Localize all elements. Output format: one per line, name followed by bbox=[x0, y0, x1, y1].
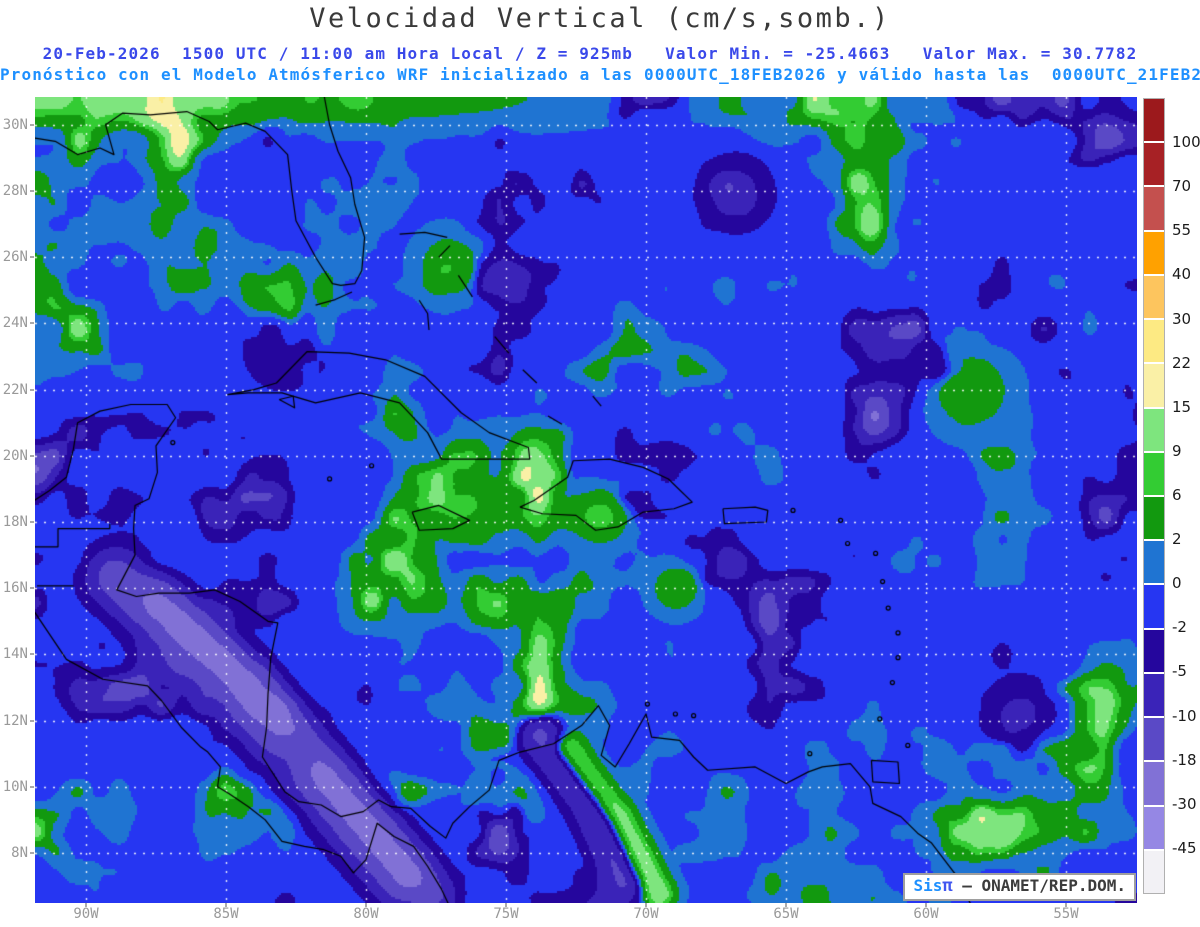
x-axis-tick-label: 65W bbox=[773, 906, 799, 922]
colorbar-segment bbox=[1144, 496, 1164, 540]
y-axis-tick-label: 26N bbox=[2, 249, 28, 266]
credit-text: – ONAMET/REP.DOM. bbox=[962, 876, 1126, 895]
colorbar-segment bbox=[1144, 275, 1164, 319]
x-axis-tick-mark bbox=[1065, 903, 1067, 907]
x-axis-tick-mark bbox=[645, 903, 647, 907]
y-axis-tick-label: 10N bbox=[2, 778, 28, 795]
pi-symbol: π bbox=[942, 876, 953, 896]
x-axis-tick-label: 75W bbox=[493, 906, 519, 922]
colorbar-segment bbox=[1144, 231, 1164, 274]
y-axis-tick-label: 30N bbox=[2, 116, 28, 133]
colorbar-tick-label: 0 bbox=[1172, 574, 1182, 593]
colorbar-segment bbox=[1144, 364, 1164, 407]
colorbar-tick-label: 40 bbox=[1172, 265, 1192, 284]
colorbar bbox=[1143, 98, 1165, 894]
y-axis-tick-mark bbox=[30, 587, 34, 590]
colorbar-segment bbox=[1144, 673, 1164, 717]
x-axis-tick-label: 80W bbox=[353, 906, 379, 922]
y-axis-tick-mark bbox=[30, 388, 34, 391]
y-axis-tick-label: 22N bbox=[2, 381, 28, 398]
y-axis-tick-label: 18N bbox=[2, 514, 28, 530]
colorbar-segment bbox=[1144, 718, 1164, 761]
colorbar-segment bbox=[1144, 408, 1164, 451]
x-axis-tick-mark bbox=[365, 903, 367, 907]
page-title: Velocidad Vertical (cm/s,somb.) bbox=[309, 3, 891, 34]
x-axis-tick-mark bbox=[505, 903, 507, 907]
y-axis-tick-label: 28N bbox=[2, 183, 28, 199]
x-axis-tick-label: 85W bbox=[213, 906, 239, 922]
y-axis-tick-label: 12N bbox=[2, 712, 28, 729]
colorbar-segment bbox=[1144, 762, 1164, 805]
y-axis-tick-mark bbox=[30, 256, 34, 259]
colorbar-segment bbox=[1144, 99, 1164, 142]
colorbar-tick-label: -2 bbox=[1172, 618, 1187, 637]
sistt-logo-text: Sis bbox=[913, 876, 943, 895]
colorbar-tick-label: -30 bbox=[1172, 794, 1197, 813]
colorbar-segment bbox=[1144, 806, 1164, 849]
y-axis-tick-mark bbox=[30, 521, 34, 523]
x-axis-tick-label: 90W bbox=[73, 906, 99, 922]
colorbar-tick-label: -10 bbox=[1172, 706, 1197, 725]
y-axis-tick-label: 20N bbox=[2, 447, 28, 464]
y-axis-tick-label: 8N bbox=[11, 845, 28, 861]
colorbar-tick-label: 22 bbox=[1172, 353, 1192, 372]
y-axis-tick-mark bbox=[30, 123, 34, 126]
x-axis-tick-mark bbox=[85, 903, 87, 907]
vertical-velocity-field-map bbox=[35, 97, 1137, 903]
colorbar-segment bbox=[1144, 541, 1164, 584]
colorbar-tick-label: 100 bbox=[1172, 133, 1200, 152]
colorbar-tick-label: -5 bbox=[1172, 662, 1187, 681]
x-axis-tick-mark bbox=[925, 903, 927, 907]
x-axis-tick-label: 60W bbox=[913, 906, 939, 922]
subtitle-datetime-minmax: 20-Feb-2026 1500 UTC / 11:00 am Hora Loc… bbox=[42, 44, 1138, 63]
colorbar-tick-label: 15 bbox=[1172, 397, 1192, 416]
colorbar-tick-label: 30 bbox=[1172, 309, 1192, 328]
colorbar-segment bbox=[1144, 585, 1164, 628]
colorbar-segment bbox=[1144, 320, 1164, 363]
colorbar-tick-label: 6 bbox=[1172, 486, 1182, 504]
colorbar-tick-label: 9 bbox=[1172, 441, 1182, 460]
colorbar-tick-label: -45 bbox=[1172, 838, 1197, 857]
x-axis-tick-mark bbox=[785, 903, 787, 907]
colorbar-segment bbox=[1144, 629, 1164, 672]
y-axis-tick-mark bbox=[30, 190, 34, 192]
colorbar-segment bbox=[1144, 452, 1164, 495]
colorbar-tick-label: 70 bbox=[1172, 177, 1192, 196]
x-axis-tick-mark bbox=[225, 903, 227, 907]
x-axis-tick-label: 55W bbox=[1053, 906, 1079, 922]
y-axis-tick-mark bbox=[30, 719, 34, 722]
colorbar-tick-label: 55 bbox=[1172, 221, 1192, 240]
y-axis-tick-mark bbox=[30, 653, 34, 656]
subtitle-model-validity: Pronóstico con el Modelo Atmósferico WRF… bbox=[0, 65, 1200, 84]
y-axis-tick-mark bbox=[30, 785, 34, 788]
y-axis-tick-label: 14N bbox=[2, 646, 28, 663]
y-axis-tick-mark bbox=[30, 454, 34, 457]
y-axis-tick-mark bbox=[30, 852, 34, 854]
x-axis-tick-label: 70W bbox=[633, 906, 659, 922]
colorbar-segment bbox=[1144, 143, 1164, 186]
colorbar-segment bbox=[1144, 187, 1164, 230]
y-axis-tick-label: 16N bbox=[2, 580, 28, 597]
y-axis-tick-mark bbox=[30, 322, 34, 325]
colorbar-segment bbox=[1144, 850, 1164, 893]
y-axis-tick-label: 24N bbox=[2, 315, 28, 332]
branding-box: Sisπ – ONAMET/REP.DOM. bbox=[903, 873, 1136, 901]
colorbar-tick-label: -18 bbox=[1172, 750, 1197, 769]
colorbar-tick-label: 2 bbox=[1172, 530, 1182, 549]
